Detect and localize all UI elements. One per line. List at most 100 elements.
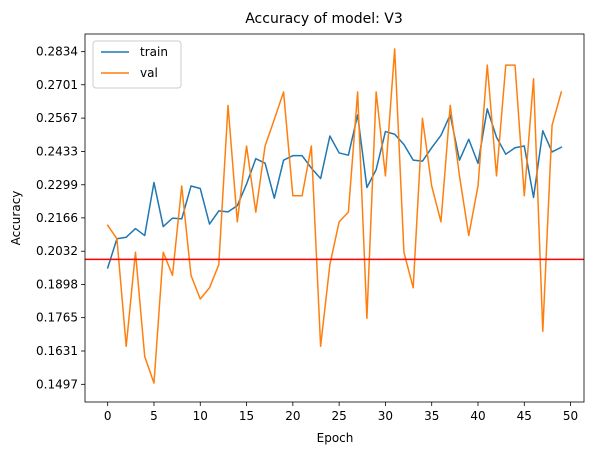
x-tick-label: 40 [470, 409, 485, 423]
data-point-val [338, 220, 341, 223]
series-line-val [106, 48, 563, 384]
data-point-train [514, 146, 517, 149]
legend-label-train: train [140, 45, 168, 59]
data-point-val [273, 118, 276, 121]
data-point-train [523, 144, 526, 147]
data-point-train [458, 159, 461, 162]
data-point-train [245, 183, 248, 186]
data-point-val [477, 185, 480, 188]
plot-area: 0 5 10 15 20 25 30 35 40 45 50 0.1497 0.1631 0.1765 0.… [36, 33, 585, 423]
data-point-val [393, 47, 396, 50]
y-axis-title: Accuracy [9, 191, 23, 246]
data-point-val [310, 144, 313, 147]
x-tick-label: 35 [424, 409, 439, 423]
x-tick-label: 50 [563, 409, 578, 423]
data-point-train [180, 217, 183, 220]
data-point-train [347, 154, 350, 157]
data-point-train [560, 146, 563, 149]
data-point-val [217, 263, 220, 266]
data-point-val [319, 345, 322, 348]
data-point-val [375, 90, 378, 93]
data-point-train [217, 209, 220, 212]
data-point-val [245, 144, 248, 147]
data-point-val [365, 317, 368, 320]
y-tick-label: 0.1631 [36, 344, 78, 358]
data-point-val [551, 124, 554, 127]
data-point-train [301, 154, 304, 157]
data-point-train [208, 223, 211, 226]
data-point-val [402, 251, 405, 254]
data-point-train [190, 185, 193, 188]
data-point-val [495, 174, 498, 177]
data-point-train [439, 134, 442, 137]
data-point-train [486, 107, 489, 110]
data-point-val [208, 286, 211, 289]
data-point-val [421, 117, 424, 120]
x-tick-label: 0 [104, 409, 112, 423]
x-tick-label: 25 [331, 409, 346, 423]
data-point-train [291, 154, 294, 157]
data-point-train [375, 168, 378, 171]
data-point-train [328, 135, 331, 138]
series-line-train [106, 108, 563, 269]
data-point-val [560, 90, 563, 93]
data-point-val [134, 251, 137, 254]
data-point-val [115, 237, 118, 240]
data-point-train [264, 162, 267, 165]
data-point-val [106, 224, 109, 227]
data-point-val [412, 286, 415, 289]
data-point-train [162, 225, 165, 228]
legend-label-val: val [140, 66, 158, 80]
x-tick-label: 45 [517, 409, 532, 423]
data-point-train [199, 187, 202, 190]
y-tick-label: 0.2166 [36, 211, 78, 225]
data-point-val [227, 104, 230, 107]
data-point-val [236, 220, 239, 223]
data-point-train [504, 153, 507, 156]
y-tick-label: 0.2032 [36, 244, 78, 258]
data-point-val [523, 194, 526, 197]
data-point-train [227, 210, 230, 213]
y-tick-label: 0.2299 [36, 178, 78, 192]
data-point-train [143, 234, 146, 237]
data-point-val [328, 263, 331, 266]
data-point-val [282, 90, 285, 93]
data-point-train [541, 129, 544, 132]
data-point-val [439, 220, 442, 223]
y-tick-label: 0.2567 [36, 111, 78, 125]
plot-frame-fill [85, 34, 584, 402]
data-point-val [152, 382, 155, 385]
legend: train val [92, 40, 182, 89]
data-point-val [190, 274, 193, 277]
y-tick-label: 0.2433 [36, 144, 78, 158]
y-tick-label: 0.1898 [36, 278, 78, 292]
data-point-val [467, 234, 470, 237]
x-tick-label: 5 [150, 409, 158, 423]
data-point-train [125, 236, 128, 239]
data-point-val [264, 144, 267, 147]
x-axis-title: Epoch [317, 431, 354, 445]
data-point-val [171, 274, 174, 277]
data-point-train [338, 151, 341, 154]
data-point-train [282, 159, 285, 162]
data-point-train [402, 143, 405, 146]
x-tick-label: 20 [285, 409, 300, 423]
data-point-train [254, 157, 257, 160]
x-tick-label: 15 [239, 409, 254, 423]
y-tick-label: 0.1497 [36, 377, 78, 391]
data-point-train [412, 159, 415, 162]
data-point-val [384, 174, 387, 177]
data-point-val [125, 345, 128, 348]
data-point-train [319, 177, 322, 180]
data-point-train [430, 146, 433, 149]
data-point-train [134, 227, 137, 230]
data-point-train [171, 217, 174, 220]
data-point-val [430, 185, 433, 188]
data-point-val [541, 330, 544, 333]
data-point-train [152, 181, 155, 184]
data-point-val [449, 104, 452, 107]
y-tick-label: 0.2834 [36, 45, 78, 59]
data-point-train [365, 186, 368, 189]
data-point-train [532, 196, 535, 199]
